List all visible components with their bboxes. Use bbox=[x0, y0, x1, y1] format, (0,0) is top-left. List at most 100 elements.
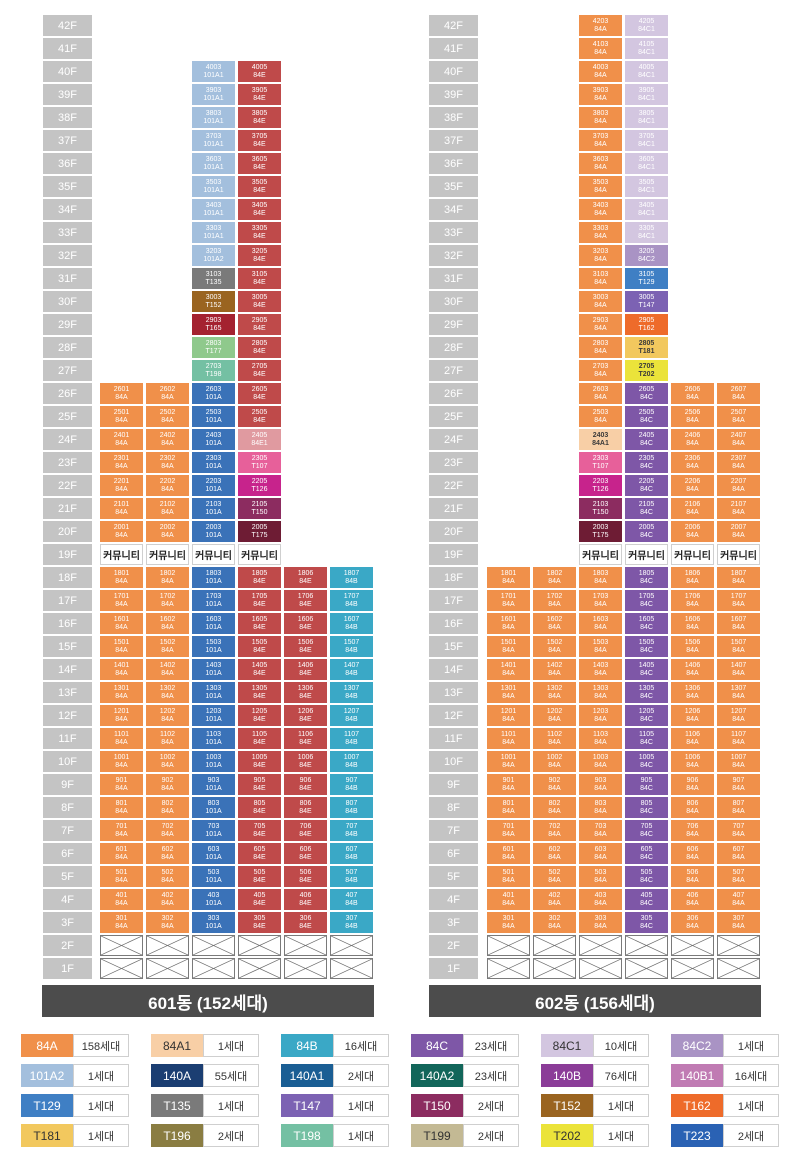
floor-label-36F: 36F bbox=[429, 153, 478, 174]
legend-count: 1세대 bbox=[723, 1034, 779, 1057]
unit-3505: 3505 84C1 bbox=[625, 176, 668, 197]
unit-1105: 1105 84E bbox=[238, 728, 281, 749]
community-cell: 커뮤니티 bbox=[192, 544, 235, 565]
building-601-name: 601동 (152세대) bbox=[148, 993, 268, 1013]
unit-2207: 2207 84A bbox=[717, 475, 760, 496]
unit-303: 303 84A bbox=[579, 912, 622, 933]
unit-2206: 2206 84A bbox=[671, 475, 714, 496]
floor-label-22F: 22F bbox=[43, 475, 92, 496]
unit-407: 407 84B bbox=[330, 889, 373, 910]
unit-3105: 3105 84E bbox=[238, 268, 281, 289]
unit-903: 903 84A bbox=[579, 774, 622, 795]
pilotis-cell bbox=[330, 935, 373, 956]
unit-801: 801 84A bbox=[487, 797, 530, 818]
unit-4005: 4005 84C1 bbox=[625, 61, 668, 82]
unit-1202: 1202 84A bbox=[146, 705, 189, 726]
floor-label-38F: 38F bbox=[43, 107, 92, 128]
unit-703: 703 84A bbox=[579, 820, 622, 841]
legend-item-T198: T198 1세대 bbox=[281, 1124, 389, 1147]
floor-label-40F: 40F bbox=[429, 61, 478, 82]
legend-item-140B1: 140B1 16세대 bbox=[671, 1064, 779, 1087]
unit-4003: 4003 84A bbox=[579, 61, 622, 82]
legend-item-T202: T202 1세대 bbox=[541, 1124, 649, 1147]
unit-2105: 2105 T150 bbox=[238, 498, 281, 519]
unit-3603: 3603 101A1 bbox=[192, 153, 235, 174]
pilotis-cell bbox=[146, 935, 189, 956]
floor-label-17F: 17F bbox=[43, 590, 92, 611]
floor-label-9F: 9F bbox=[43, 774, 92, 795]
unit-3905: 3905 84E bbox=[238, 84, 281, 105]
floor-label-36F: 36F bbox=[43, 153, 92, 174]
pilotis-cell bbox=[100, 935, 143, 956]
floor-label-28F: 28F bbox=[43, 337, 92, 358]
legend-count: 2세대 bbox=[463, 1094, 519, 1117]
unit-1203: 1203 84A bbox=[579, 705, 622, 726]
unit-1005: 1005 84C bbox=[625, 751, 668, 772]
unit-2105: 2105 84C bbox=[625, 498, 668, 519]
legend-swatch: 140B1 bbox=[671, 1064, 723, 1087]
floor-label-5F: 5F bbox=[43, 866, 92, 887]
unit-302: 302 84A bbox=[533, 912, 576, 933]
legend-item-T150: T150 2세대 bbox=[411, 1094, 519, 1117]
floor-label-13F: 13F bbox=[429, 682, 478, 703]
unit-3803: 3803 84A bbox=[579, 107, 622, 128]
unit-1706: 1706 84E bbox=[284, 590, 327, 611]
floor-label-25F: 25F bbox=[43, 406, 92, 427]
unit-1302: 1302 84A bbox=[533, 682, 576, 703]
unit-2602: 2602 84A bbox=[146, 383, 189, 404]
unit-3903: 3903 84A bbox=[579, 84, 622, 105]
pilotis-cell bbox=[625, 958, 668, 979]
unit-1505: 1505 84C bbox=[625, 636, 668, 657]
floor-label-12F: 12F bbox=[43, 705, 92, 726]
pilotis-cell bbox=[100, 958, 143, 979]
unit-3405: 3405 84E bbox=[238, 199, 281, 220]
unit-1606: 1606 84A bbox=[671, 613, 714, 634]
unit-1501: 1501 84A bbox=[487, 636, 530, 657]
unit-902: 902 84A bbox=[146, 774, 189, 795]
legend-swatch: 140A1 bbox=[281, 1064, 333, 1087]
legend-swatch: T150 bbox=[411, 1094, 463, 1117]
floor-label-4F: 4F bbox=[429, 889, 478, 910]
unit-507: 507 84A bbox=[717, 866, 760, 887]
unit-1705: 1705 84C bbox=[625, 590, 668, 611]
unit-305: 305 84C bbox=[625, 912, 668, 933]
unit-603: 603 84A bbox=[579, 843, 622, 864]
unit-1302: 1302 84A bbox=[146, 682, 189, 703]
floor-label-27F: 27F bbox=[43, 360, 92, 381]
unit-3403: 3403 84A bbox=[579, 199, 622, 220]
legend-count: 1세대 bbox=[593, 1094, 649, 1117]
unit-3303: 3303 84A bbox=[579, 222, 622, 243]
pilotis-cell bbox=[671, 935, 714, 956]
floor-label-32F: 32F bbox=[429, 245, 478, 266]
unit-1607: 1607 84A bbox=[717, 613, 760, 634]
unit-507: 507 84B bbox=[330, 866, 373, 887]
unit-605: 605 84E bbox=[238, 843, 281, 864]
unit-702: 702 84A bbox=[146, 820, 189, 841]
unit-1806: 1806 84E bbox=[284, 567, 327, 588]
unit-1002: 1002 84A bbox=[533, 751, 576, 772]
unit-1401: 1401 84A bbox=[100, 659, 143, 680]
unit-1702: 1702 84A bbox=[146, 590, 189, 611]
floor-label-42F: 42F bbox=[43, 15, 92, 36]
unit-2001: 2001 84A bbox=[100, 521, 143, 542]
floor-label-41F: 41F bbox=[429, 38, 478, 59]
unit-502: 502 84A bbox=[146, 866, 189, 887]
unit-703: 703 101A bbox=[192, 820, 235, 841]
legend-swatch: T181 bbox=[21, 1124, 73, 1147]
unit-805: 805 84C bbox=[625, 797, 668, 818]
unit-1301: 1301 84A bbox=[100, 682, 143, 703]
unit-605: 605 84C bbox=[625, 843, 668, 864]
unit-1605: 1605 84E bbox=[238, 613, 281, 634]
unit-1602: 1602 84A bbox=[146, 613, 189, 634]
floor-label-11F: 11F bbox=[43, 728, 92, 749]
legend-count: 2세대 bbox=[203, 1124, 259, 1147]
floor-label-9F: 9F bbox=[429, 774, 478, 795]
pilotis-cell bbox=[717, 935, 760, 956]
unit-1801: 1801 84A bbox=[487, 567, 530, 588]
pilotis-cell bbox=[192, 935, 235, 956]
unit-607: 607 84A bbox=[717, 843, 760, 864]
community-cell: 커뮤니티 bbox=[579, 544, 622, 565]
legend-item-84C: 84C 23세대 bbox=[411, 1034, 519, 1057]
legend-item-T223: T223 2세대 bbox=[671, 1124, 779, 1147]
unit-905: 905 84C bbox=[625, 774, 668, 795]
